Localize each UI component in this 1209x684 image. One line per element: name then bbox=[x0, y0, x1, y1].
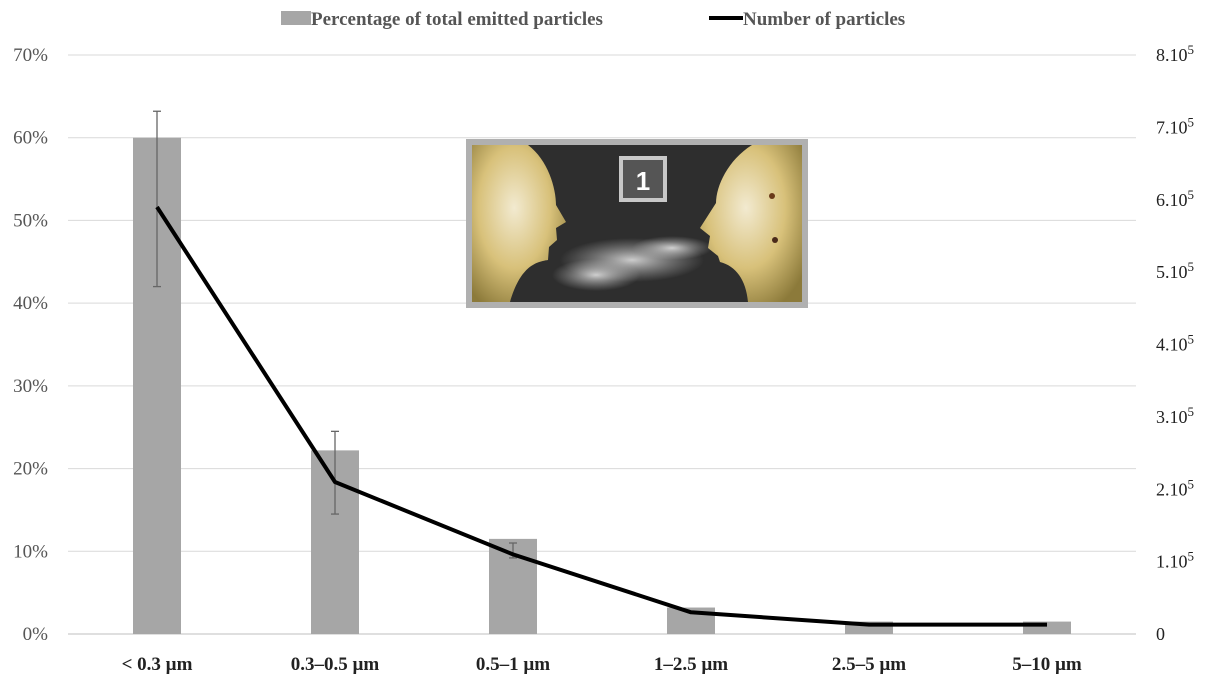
legend-bar-swatch bbox=[281, 11, 311, 25]
category-label: 2.5–5 µm bbox=[832, 654, 906, 675]
inset-badge bbox=[619, 156, 667, 202]
series-line bbox=[155, 205, 1047, 627]
inset-photo: 1 bbox=[466, 139, 808, 308]
left-tick-label: 60% bbox=[13, 128, 48, 149]
category-label: < 0.3 µm bbox=[122, 654, 193, 675]
left-tick-label: 10% bbox=[13, 541, 48, 562]
number-of-particles-line bbox=[155, 205, 1047, 627]
left-tick-label: 30% bbox=[13, 376, 48, 397]
error-bars bbox=[153, 110, 517, 559]
right-tick-label: 7.105 bbox=[1156, 114, 1194, 137]
right-mannequin-head bbox=[700, 145, 802, 302]
right-tick-label: 1.105 bbox=[1156, 549, 1194, 572]
right-axis-ticks: 0 1.105 2.105 3.105 4.105 5.105 6.105 7.105 8.10… bbox=[1156, 42, 1194, 644]
right-tick-label: 8.105 bbox=[1156, 42, 1194, 65]
legend-bar-label: Percentage of total emitted particles bbox=[311, 9, 603, 30]
category-label: 5–10 µm bbox=[1012, 654, 1082, 675]
right-tick-label: 6.105 bbox=[1156, 187, 1194, 210]
category-label: 0.5–1 µm bbox=[476, 654, 550, 675]
left-tick-label: 0% bbox=[23, 624, 49, 645]
left-tick-label: 70% bbox=[13, 45, 48, 66]
left-axis-ticks: 0% 10% 20% 30% 40% 50% 60% 70% bbox=[13, 45, 48, 645]
right-tick-label: 3.105 bbox=[1156, 404, 1194, 427]
category-label: 0.3–0.5 µm bbox=[291, 654, 380, 675]
left-mannequin-head bbox=[472, 145, 566, 302]
left-tick-label: 50% bbox=[13, 210, 48, 231]
inset-badge-label: 1 bbox=[636, 166, 650, 196]
left-tick-label: 20% bbox=[13, 459, 48, 480]
category-label: 1–2.5 µm bbox=[654, 654, 728, 675]
category-labels: < 0.3 µm 0.3–0.5 µm 0.5–1 µm 1–2.5 µm 2.5–5 … bbox=[122, 654, 1082, 675]
right-tick-label: 0 bbox=[1156, 624, 1165, 644]
left-tick-label: 40% bbox=[13, 293, 48, 314]
right-tick-label: 5.105 bbox=[1156, 259, 1194, 282]
right-tick-label: 4.105 bbox=[1156, 332, 1194, 355]
right-tick-label: 2.105 bbox=[1156, 476, 1194, 499]
legend: Percentage of total emitted particles Nu… bbox=[281, 9, 905, 30]
legend-line-label: Number of particles bbox=[743, 9, 905, 30]
